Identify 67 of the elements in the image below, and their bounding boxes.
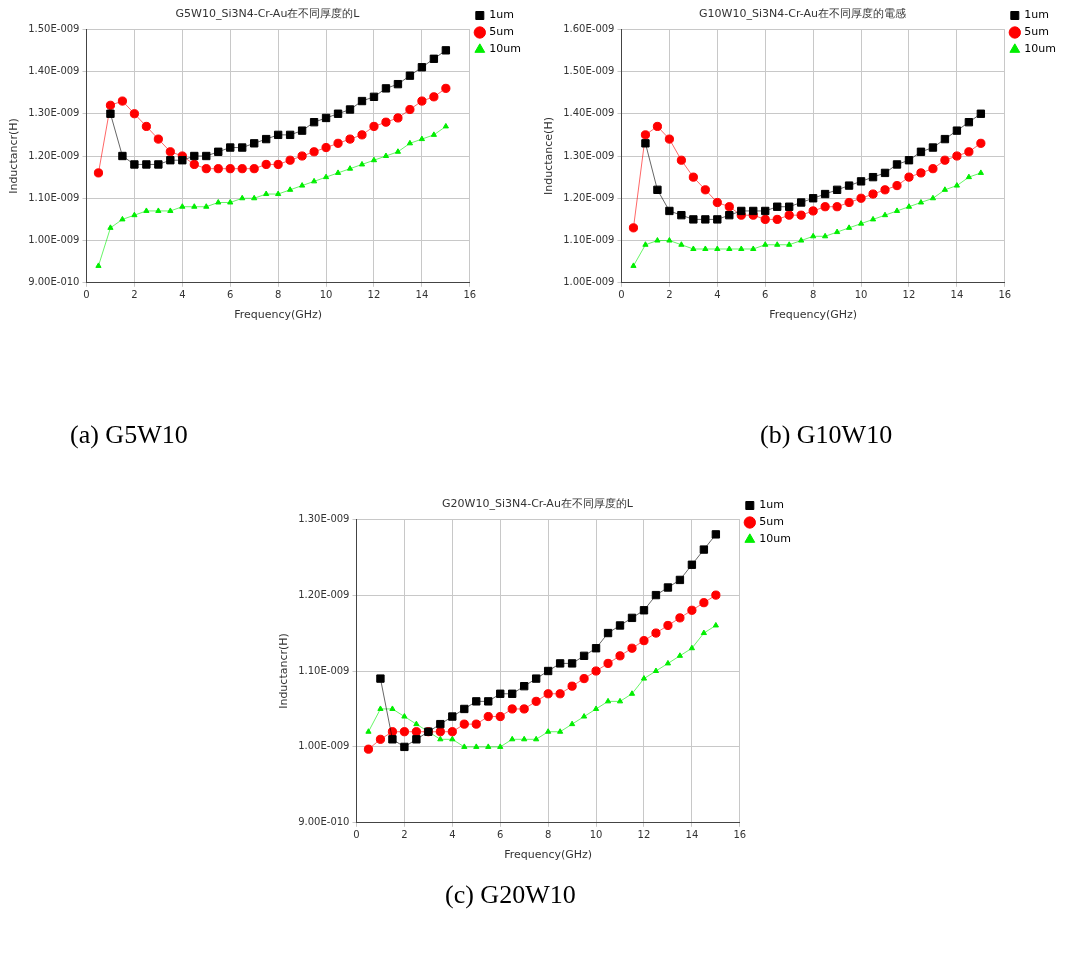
y-axis-title: Inductancr(H) (7, 118, 21, 194)
y-tick-label: 1.10E-009 (563, 234, 615, 246)
text: (b) G10W10 (760, 420, 893, 450)
x-tick-label: 8 (274, 289, 282, 301)
x-axis-title: Frequency(GHz) (234, 308, 323, 322)
legend-label: 1um (489, 8, 514, 22)
x-tick-label: 16 (733, 829, 747, 841)
y-tick-label: 1.30E-009 (563, 149, 615, 161)
x-tick-label: 14 (685, 829, 699, 841)
x-tick-label: 6 (762, 289, 769, 301)
legend-label: 10um (1024, 42, 1056, 56)
y-tick-label: 1.50E-009 (563, 65, 615, 77)
x-tick-label: 2 (666, 289, 673, 301)
y-axis-title: Inductance(H) (542, 117, 556, 195)
y-tick-label: 9.00E-010 (28, 276, 80, 288)
y-tick-label: 1.10E-009 (28, 191, 80, 203)
x-tick-label: 14 (415, 289, 429, 301)
x-tick-label: 4 (714, 289, 721, 301)
legend-label: 10um (759, 532, 791, 546)
chart-title: G20W10_Si3N4-Cr-Au在不同厚度的L (442, 497, 634, 511)
legend-label: 5um (759, 515, 784, 529)
x-tick-label: 6 (497, 829, 504, 841)
y-tick-label: 1.00E-009 (298, 740, 350, 752)
x-tick-label: 8 (544, 829, 552, 841)
x-axis-title: Frequency(GHz) (769, 308, 858, 322)
y-tick-label: 1.30E-009 (28, 107, 80, 119)
x-tick-label: 4 (179, 289, 186, 301)
y-axis-title: Inductancr(H) (277, 633, 291, 709)
legend-label: 1um (759, 498, 784, 512)
text: (c) G20W10 (445, 880, 576, 910)
legend-label: 1um (1024, 8, 1049, 22)
x-tick-label: 8 (809, 289, 817, 301)
x-tick-label: 4 (449, 829, 456, 841)
y-tick-label: 1.00E-009 (28, 234, 80, 246)
y-tick-label: 1.20E-009 (28, 149, 80, 161)
legend-label: 5um (489, 25, 514, 39)
chart-title: G5W10_Si3N4-Cr-Au在不同厚度的L (175, 7, 361, 21)
y-tick-label: 1.20E-009 (563, 191, 615, 203)
y-tick-label: 1.40E-009 (563, 107, 615, 119)
x-tick-label: 0 (618, 289, 625, 301)
x-tick-label: 10 (589, 829, 603, 841)
x-axis-title: Frequency(GHz) (504, 848, 593, 862)
x-tick-label: 12 (902, 289, 916, 301)
y-tick-label: 9.00E-010 (298, 816, 350, 828)
x-tick-label: 10 (854, 289, 868, 301)
x-tick-label: 0 (83, 289, 90, 301)
y-tick-label: 1.00E-009 (563, 276, 615, 288)
y-tick-label: 1.30E-009 (298, 512, 350, 524)
chart-title: G10W10_Si3N4-Cr-Au在不同厚度的電感 (699, 7, 906, 21)
text: (a) G5W10 (70, 420, 188, 450)
y-tick-label: 1.50E-009 (28, 22, 80, 34)
x-tick-label: 6 (227, 289, 234, 301)
y-tick-label: 1.60E-009 (563, 22, 615, 34)
legend-label: 5um (1024, 25, 1049, 39)
x-tick-label: 12 (367, 289, 381, 301)
x-tick-label: 10 (319, 289, 333, 301)
x-tick-label: 2 (131, 289, 138, 301)
x-tick-label: 16 (998, 289, 1012, 301)
legend-label: 10um (489, 42, 521, 56)
x-tick-label: 16 (463, 289, 477, 301)
x-tick-label: 0 (353, 829, 360, 841)
x-tick-label: 12 (637, 829, 651, 841)
y-tick-label: 1.10E-009 (298, 664, 350, 676)
x-tick-label: 2 (401, 829, 408, 841)
x-tick-label: 14 (950, 289, 964, 301)
y-tick-label: 1.20E-009 (298, 588, 350, 600)
y-tick-label: 1.40E-009 (28, 65, 80, 77)
